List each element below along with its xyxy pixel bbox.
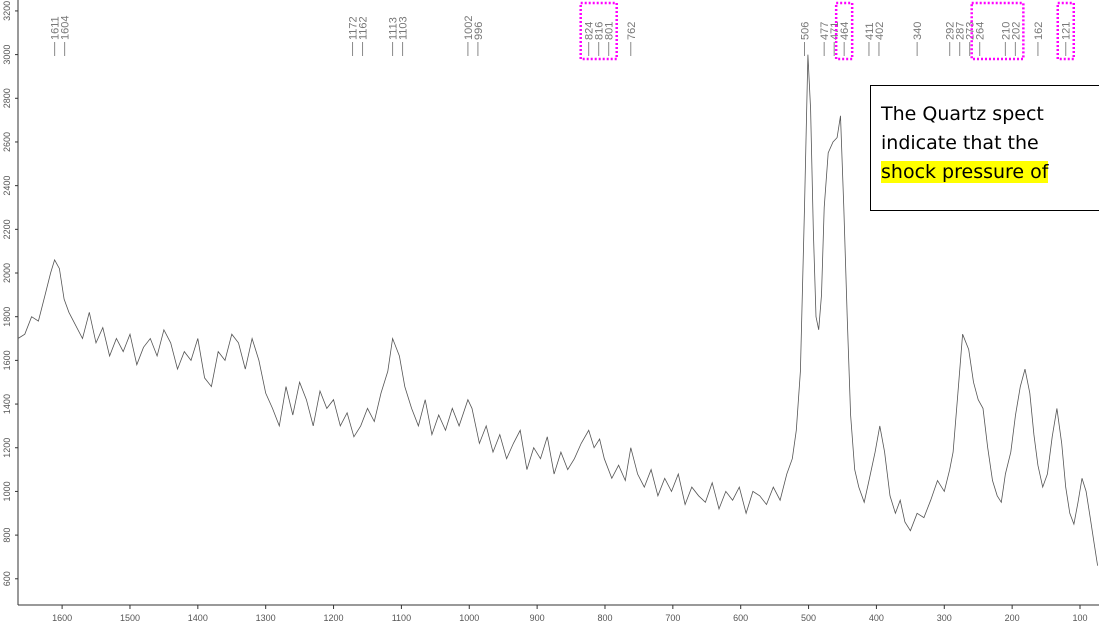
peak-label: 402: [874, 22, 886, 40]
annotation-line: shock pressure of: [881, 158, 1099, 187]
peak-label: 996: [473, 22, 485, 40]
highlight-box: [970, 1, 1025, 61]
y-tick-label: 600: [2, 571, 12, 586]
peak-label: 264: [975, 22, 987, 40]
y-tick-label: 1200: [2, 438, 12, 458]
annotation-text: The Quartz spect: [881, 103, 1044, 125]
peak-label: 762: [626, 22, 638, 40]
highlight-box: [834, 1, 854, 61]
peak-label: 287: [955, 22, 967, 40]
y-tick-label: 2400: [2, 176, 12, 196]
y-tick-label: 2200: [2, 219, 12, 239]
x-tick-label: 1500: [120, 613, 140, 622]
peak-label: 477: [819, 22, 831, 40]
peak-label: 340: [912, 22, 924, 40]
x-tick-label: 400: [869, 613, 884, 622]
y-tick-label: 800: [2, 528, 12, 543]
x-tick-label: 700: [665, 613, 680, 622]
peak-label: 464: [839, 22, 851, 40]
annotation-text: shock pressure of: [881, 161, 1049, 183]
annotation-text: indicate that the: [881, 132, 1039, 154]
peak-label: 411: [864, 22, 876, 40]
y-tick-label: 3200: [2, 1, 12, 21]
peak-label: 1113: [388, 17, 400, 40]
peak-label: 1604: [60, 16, 72, 40]
x-tick-label: 1100: [392, 613, 411, 622]
y-tick-label: 2600: [2, 132, 12, 152]
annotation-line: indicate that the: [881, 129, 1099, 158]
peak-label: 824: [584, 22, 596, 40]
peak-label: 1172: [348, 16, 360, 40]
spectrum-line: [17, 54, 1098, 566]
x-tick-label: 100: [1072, 613, 1087, 622]
peak-label: 1103: [398, 16, 410, 40]
peak-label: 1611: [50, 16, 62, 40]
x-tick-label: 1000: [459, 613, 479, 622]
y-tick-label: 2800: [2, 88, 12, 108]
x-tick-label: 1200: [324, 613, 344, 622]
x-tick-label: 800: [597, 613, 612, 622]
y-tick-label: 3000: [2, 45, 12, 65]
peak-label: 273: [965, 22, 977, 40]
y-tick-label: 1400: [2, 394, 12, 414]
x-tick-label: 200: [1005, 613, 1020, 622]
x-tick-label: 300: [937, 613, 952, 622]
x-tick-label: 1400: [188, 613, 208, 622]
peak-label: 202: [1010, 22, 1022, 40]
peak-label: 162: [1033, 22, 1045, 40]
peak-label: 1002: [463, 16, 475, 40]
highlight-box: [579, 1, 618, 61]
peak-label: 816: [594, 22, 606, 40]
peak-label: 801: [604, 22, 616, 40]
x-tick-label: 900: [530, 613, 545, 622]
x-tick-label: 1600: [52, 613, 72, 622]
y-tick-label: 1000: [2, 481, 12, 501]
annotation-line: The Quartz spect: [881, 100, 1099, 129]
x-tick-label: 1300: [256, 613, 276, 622]
peak-label: 210: [1000, 22, 1012, 40]
y-tick-label: 2000: [2, 263, 12, 283]
peak-label: 506: [799, 22, 811, 40]
peak-label: 121: [1061, 22, 1073, 40]
annotation-box: The Quartz spect indicate that the shock p…: [870, 85, 1099, 211]
peak-label: 1162: [358, 16, 370, 40]
x-tick-label: 500: [801, 613, 816, 622]
y-tick-label: 1800: [2, 307, 12, 327]
x-tick-label: 600: [733, 613, 748, 622]
peak-label: 292: [945, 22, 957, 40]
y-tick-label: 1600: [2, 350, 12, 370]
highlight-box: [1056, 1, 1075, 61]
